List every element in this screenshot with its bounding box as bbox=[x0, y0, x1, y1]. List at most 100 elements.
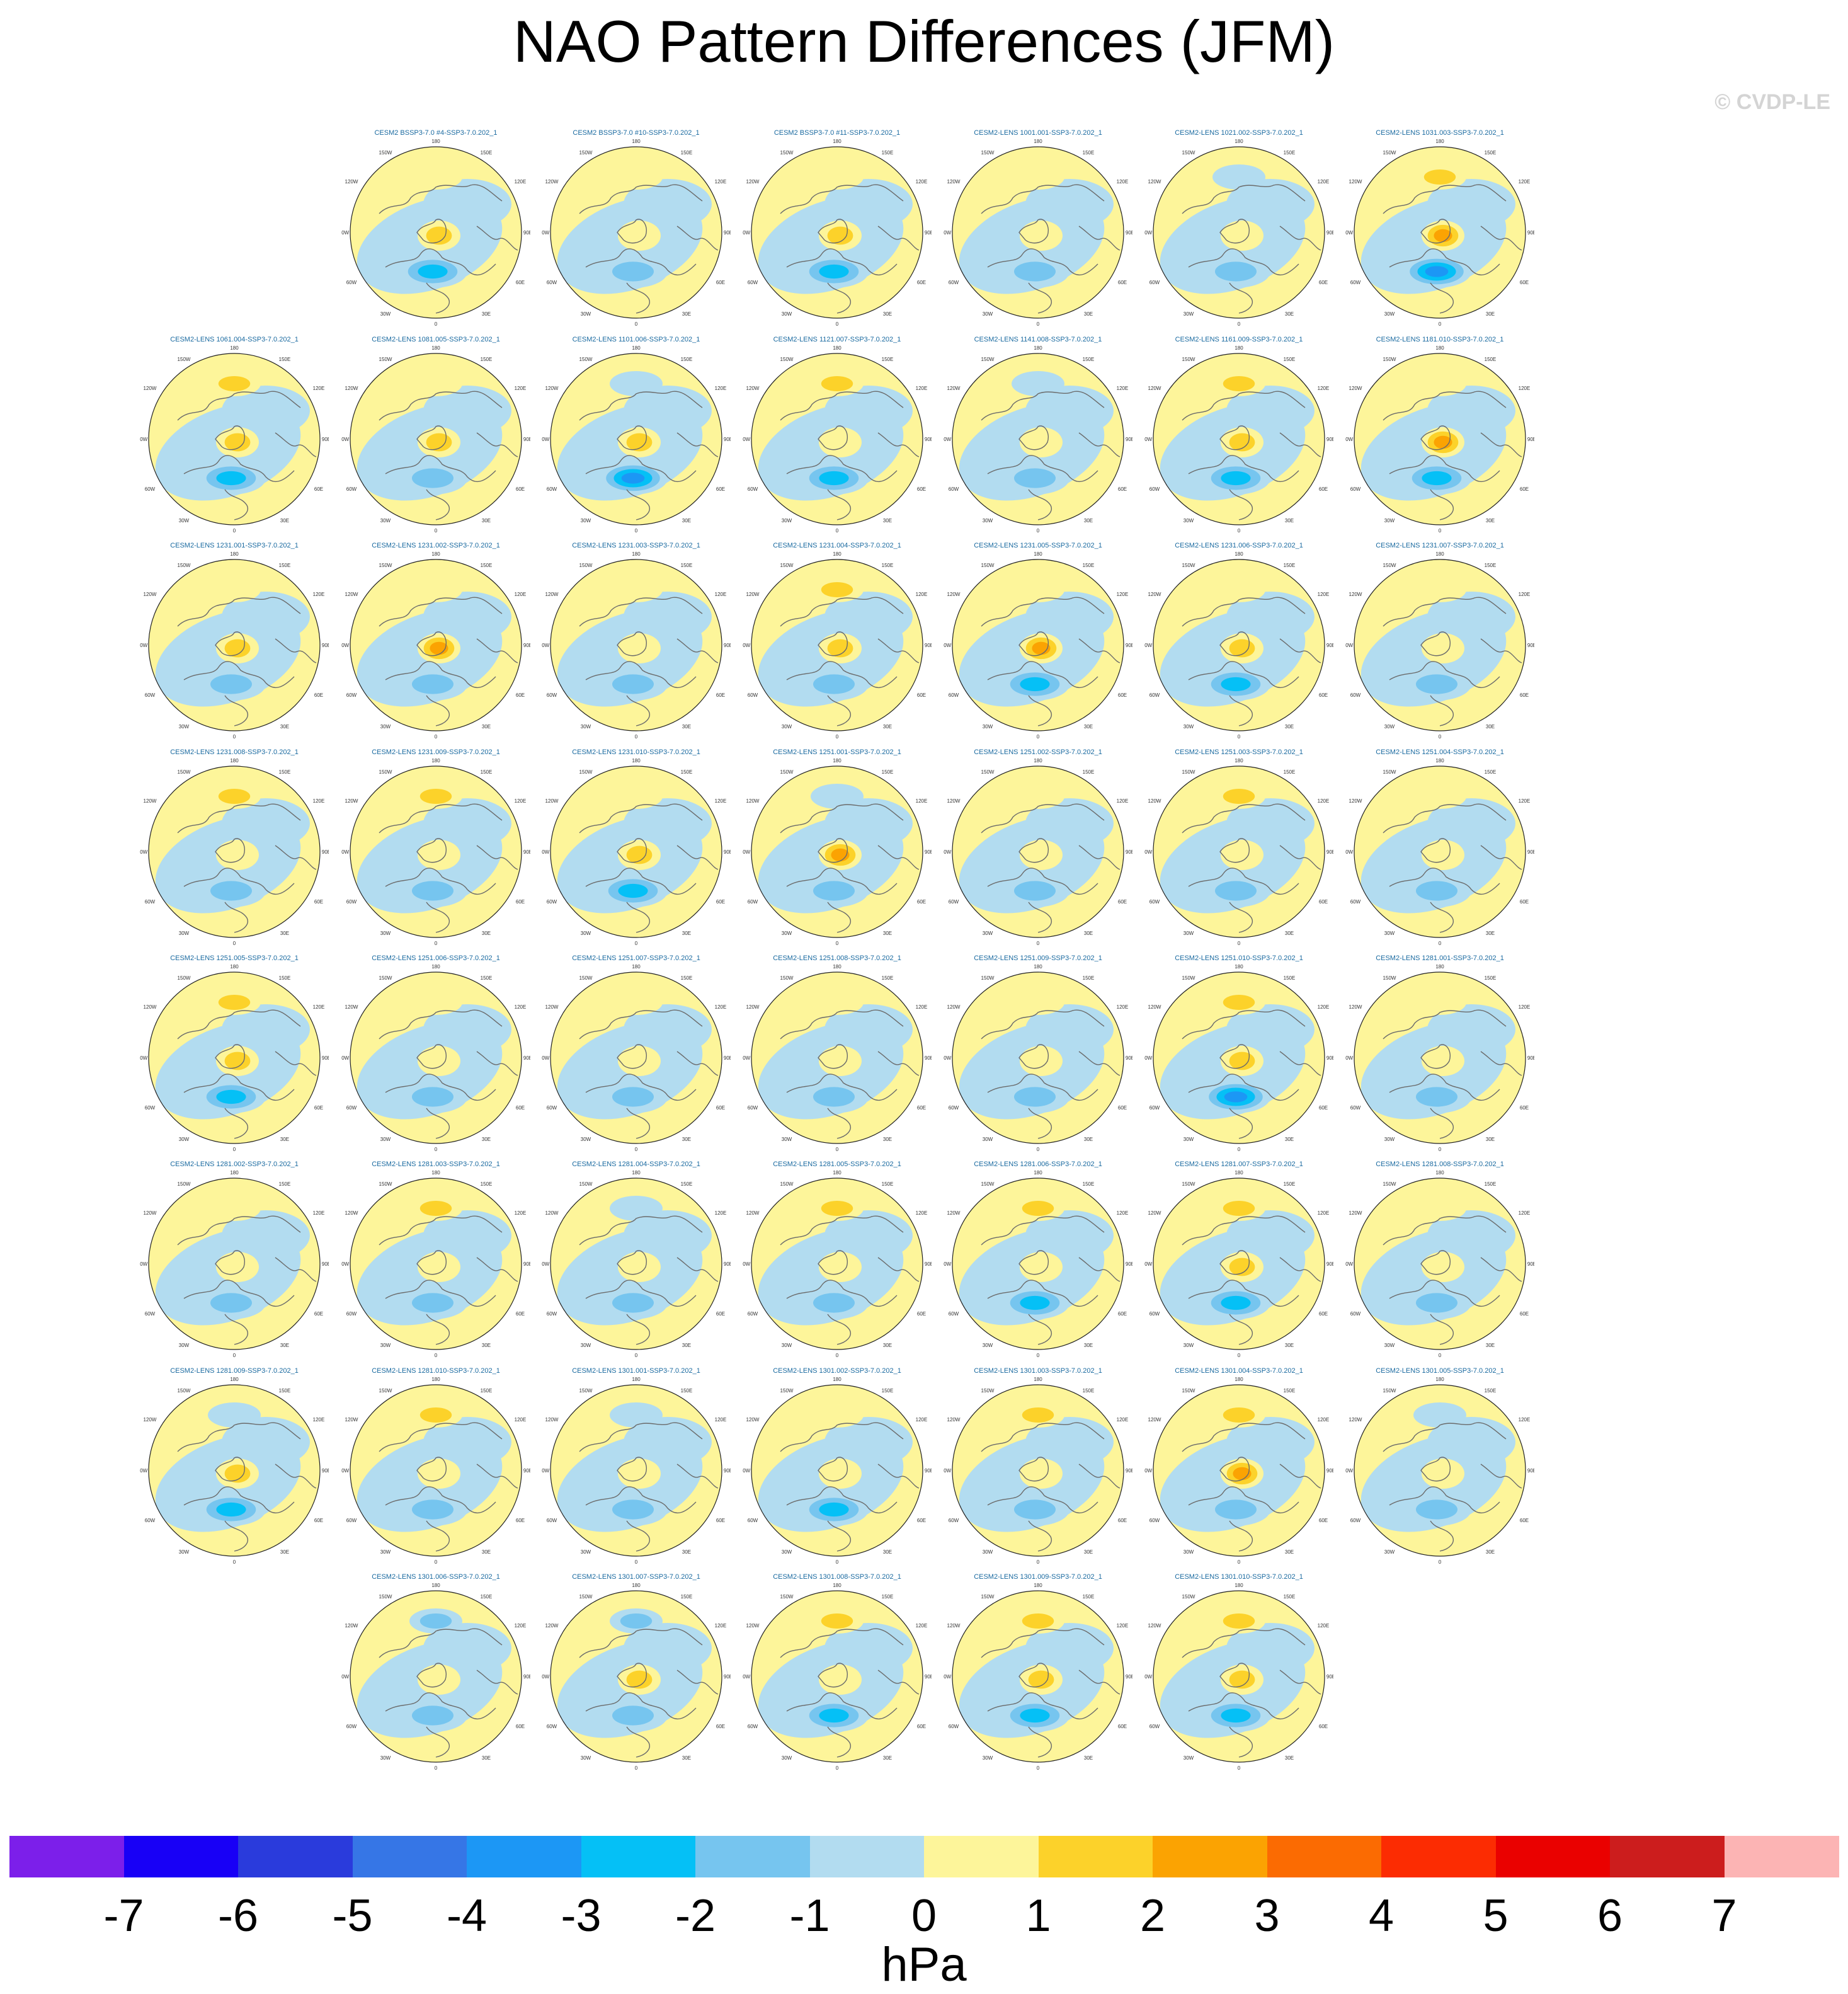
panel-title: CESM2-LENS 1231.002-SSP3-7.0.202_1 bbox=[372, 542, 500, 549]
longitude-label: 120W bbox=[345, 1623, 358, 1629]
longitude-label: 90W bbox=[1345, 230, 1354, 236]
longitude-label: 0 bbox=[836, 321, 839, 327]
longitude-label: 90E bbox=[1126, 1468, 1132, 1474]
panel-title: CESM2-LENS 1231.007-SSP3-7.0.202_1 bbox=[1376, 542, 1504, 549]
panel-title: CESM2-LENS 1301.003-SSP3-7.0.202_1 bbox=[974, 1367, 1102, 1375]
longitude-label: 60W bbox=[748, 1518, 758, 1523]
positive-anomaly-contour bbox=[1020, 427, 1063, 457]
longitude-label: 150W bbox=[1383, 563, 1396, 568]
panel-title: CESM2 BSSP3-7.0 #11-SSP3-7.0.202_1 bbox=[773, 129, 901, 137]
colorbar-tick-label: 2 bbox=[1139, 1891, 1166, 1941]
longitude-label: 60W bbox=[949, 280, 959, 285]
map-panel: CESM2-LENS 1251.004-SSP3-7.0.202_1 180 0 15… bbox=[1345, 748, 1534, 956]
longitude-label: 150E bbox=[279, 1388, 291, 1394]
longitude-label: 120E bbox=[1519, 592, 1531, 597]
longitude-label: 180 bbox=[1235, 758, 1243, 764]
coastline bbox=[780, 391, 904, 421]
longitude-label: 120E bbox=[715, 1623, 727, 1629]
longitude-label: 30E bbox=[280, 518, 289, 524]
longitude-label: 120W bbox=[1148, 1004, 1161, 1010]
longitude-label: 90W bbox=[1144, 1055, 1153, 1061]
longitude-label: 0 bbox=[435, 734, 438, 740]
longitude-label: 90E bbox=[925, 1055, 932, 1061]
coastline bbox=[617, 1250, 647, 1275]
longitude-label: 0 bbox=[1439, 941, 1442, 946]
longitude-label: 60E bbox=[1118, 486, 1127, 492]
coastline bbox=[224, 902, 248, 933]
longitude-label: 180 bbox=[431, 964, 440, 970]
map-frame bbox=[1354, 971, 1526, 1144]
map-panel: CESM2-LENS 1301.001-SSP3-7.0.202_1 180 0 15… bbox=[542, 1367, 731, 1575]
panel-title: CESM2-LENS 1251.007-SSP3-7.0.202_1 bbox=[572, 954, 700, 962]
polar-map: 180 0 150W 150E 120W 120E 90W 90E 60W 60E 30W 30E bbox=[140, 758, 329, 946]
longitude-label: 150E bbox=[1083, 1388, 1095, 1394]
polar-map: 180 0 150W 150E 120W 120E 90W 90E 60W 60E 30W 30E bbox=[341, 964, 530, 1152]
map-frame bbox=[350, 559, 522, 731]
longitude-label: 120E bbox=[515, 179, 527, 185]
longitude-label: 60W bbox=[547, 1724, 557, 1729]
longitude-label: 120W bbox=[1148, 1210, 1161, 1216]
longitude-label: 60W bbox=[145, 1518, 156, 1523]
coastline bbox=[1219, 1663, 1250, 1688]
positive-anomaly-contour bbox=[224, 639, 251, 658]
coastline bbox=[1420, 219, 1451, 244]
longitude-label: 30E bbox=[1285, 311, 1294, 317]
negative-anomaly-contour bbox=[412, 1087, 453, 1107]
coastline bbox=[579, 803, 703, 834]
colorbar-tick-label: -6 bbox=[217, 1891, 259, 1941]
longitude-label: 60E bbox=[716, 692, 725, 698]
coastline bbox=[1383, 391, 1507, 421]
coastline bbox=[177, 597, 301, 627]
coastline bbox=[385, 1280, 496, 1307]
longitude-label: 0 bbox=[435, 1147, 438, 1152]
colorbar-tick-label: 5 bbox=[1483, 1891, 1509, 1941]
map-panel: CESM2-LENS 1251.005-SSP3-7.0.202_1 180 0 15… bbox=[140, 954, 329, 1162]
longitude-label: 0 bbox=[1439, 528, 1442, 534]
panel-title: CESM2-LENS 1231.008-SSP3-7.0.202_1 bbox=[170, 748, 299, 756]
longitude-label: 120E bbox=[1318, 1623, 1330, 1629]
positive-anomaly-contour bbox=[819, 427, 862, 457]
longitude-label: 90E bbox=[1527, 437, 1534, 442]
longitude-label: 150E bbox=[1083, 1181, 1095, 1187]
coastline bbox=[1279, 638, 1321, 663]
longitude-label: 120E bbox=[313, 1417, 325, 1423]
longitude-label: 60E bbox=[716, 486, 725, 492]
longitude-label: 60E bbox=[917, 486, 926, 492]
map-frame bbox=[1153, 1590, 1325, 1763]
longitude-label: 60E bbox=[516, 1105, 525, 1111]
longitude-label: 150E bbox=[481, 975, 493, 981]
longitude-label: 60E bbox=[516, 1518, 525, 1523]
longitude-label: 0 bbox=[435, 321, 438, 327]
colorbar-tick-label: 0 bbox=[911, 1891, 937, 1941]
longitude-label: 120E bbox=[1519, 1210, 1531, 1216]
longitude-label: 180 bbox=[833, 345, 841, 351]
longitude-label: 90W bbox=[140, 849, 148, 855]
longitude-label: 90W bbox=[341, 230, 350, 236]
longitude-label: 30W bbox=[581, 1343, 591, 1348]
coastline bbox=[786, 1692, 898, 1720]
coastline bbox=[1430, 489, 1454, 520]
map-frame bbox=[1153, 765, 1325, 938]
longitude-label: 120W bbox=[345, 1210, 358, 1216]
polar-map: 180 0 150W 150E 120W 120E 90W 90E 60W 60E 30W 30E bbox=[1144, 345, 1333, 534]
longitude-label: 120W bbox=[1349, 386, 1362, 391]
longitude-label: 180 bbox=[833, 139, 841, 144]
longitude-label: 90E bbox=[724, 230, 731, 236]
positive-anomaly-contour bbox=[1229, 1051, 1255, 1070]
longitude-label: 0 bbox=[1439, 1559, 1442, 1565]
longitude-label: 180 bbox=[1435, 139, 1444, 144]
polar-map: 180 0 150W 150E 120W 120E 90W 90E 60W 60E 30W 30E bbox=[1345, 551, 1534, 740]
longitude-label: 90E bbox=[1527, 1261, 1534, 1267]
longitude-label: 180 bbox=[632, 551, 641, 557]
pacific-anomaly-contour bbox=[409, 371, 462, 396]
colorbar-units: hPa bbox=[881, 1938, 967, 1991]
longitude-label: 120W bbox=[345, 1004, 358, 1010]
longitude-label: 180 bbox=[1235, 964, 1243, 970]
longitude-label: 0 bbox=[1238, 1147, 1241, 1152]
coastline bbox=[1229, 1520, 1253, 1552]
negative-anomaly-contour bbox=[418, 264, 448, 279]
map-panel: CESM2-LENS 1251.009-SSP3-7.0.202_1 180 0 15… bbox=[944, 954, 1132, 1162]
longitude-label: 30W bbox=[581, 518, 591, 524]
longitude-label: 30E bbox=[883, 931, 892, 936]
longitude-label: 120W bbox=[144, 1417, 157, 1423]
